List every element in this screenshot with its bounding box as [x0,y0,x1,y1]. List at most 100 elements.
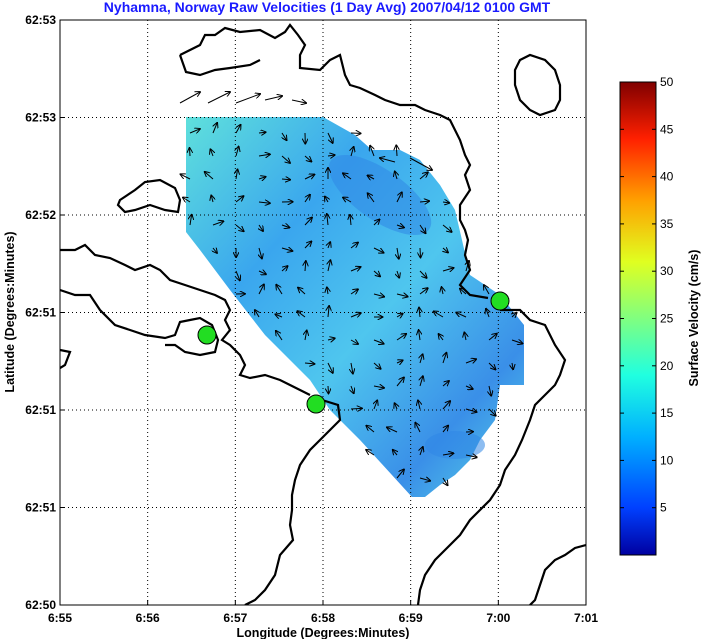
velocity-arrow [343,198,352,203]
velocity-arrow [419,173,428,180]
colorbar-tick-label: 40 [660,170,674,184]
velocity-arrow [366,450,375,456]
velocity-arrow [350,289,358,294]
velocity-arrow [235,94,260,104]
velocity-arrow [368,193,375,203]
velocity-arrow [189,129,200,133]
velocity-arrow [464,333,466,341]
velocity-arrow [297,311,306,318]
velocity-arrow [396,334,406,341]
velocity-arrow [460,289,467,295]
velocity-arrow [489,385,491,396]
velocity-arrow [328,385,329,393]
colorbar-label: Surface Velocity (cm/s) [687,250,701,387]
velocity-arrow [380,158,396,163]
velocity-arrow [328,306,329,318]
velocity-core-south [425,431,485,459]
velocity-arrow [179,92,200,104]
velocity-arrow [236,270,240,280]
velocity-arrow [373,270,380,276]
velocity-arrow [281,225,289,228]
velocity-arrow [258,285,264,295]
velocity-arrow [373,294,384,297]
colorbar [619,81,657,556]
colorbar-tick-label: 10 [660,453,674,467]
velocity-arrow [442,426,448,433]
x-tick-label: 6:56 [136,611,160,625]
velocity-arrow [396,145,397,157]
velocity-arrow [327,362,333,373]
colorbar-ticks: 5 10 15 20 25 30 35 40 45 50 [620,75,674,515]
velocity-arrow [183,198,191,203]
velocity-arrow [236,125,241,134]
velocity-arrow [304,175,314,180]
velocity-arrow [466,261,469,272]
velocity-arrow [276,285,283,295]
x-tick-label: 7:00 [486,611,510,625]
velocity-arrow [488,408,496,416]
velocity-arrow [328,242,330,249]
velocity-arrow [420,376,423,387]
colorbar-tick-label: 30 [660,264,674,278]
velocity-arrow [291,100,306,103]
coastline [60,23,586,605]
y-tick-label: 62:51 [25,306,56,320]
velocity-arrow [512,313,517,317]
x-tick-label: 6:58 [311,611,335,625]
velocity-arrow [281,266,288,271]
velocity-arrow [419,270,427,278]
velocity-arrow [304,155,311,162]
colorbar-tick-label: 5 [660,501,667,515]
velocity-arrow [181,174,191,180]
grid-lines [60,20,586,605]
velocity-arrow [366,426,375,433]
velocity-arrow [373,386,384,388]
velocity-arrow [465,386,473,389]
velocity-arrow [387,427,398,433]
velocity-arrow [205,172,214,180]
velocity-arrow [420,247,421,257]
velocity-arrow [281,248,292,251]
velocity-arrow [327,338,335,340]
x-axis-label: Longitude (Degrees:Minutes) [237,626,410,639]
velocity-arrow [373,340,384,344]
velocity-arrow [511,340,522,344]
velocity-arrow [327,288,328,295]
velocity-arrow [276,314,283,317]
velocity-arrow [512,362,513,369]
colorbar-tick-label: 20 [660,359,674,373]
velocity-arrow [409,157,432,170]
velocity-arrow [298,288,306,295]
velocity-arrow [304,242,311,249]
y-tick-label: 62:53 [25,13,56,27]
velocity-arrow [235,196,243,203]
velocity-arrow [373,362,381,369]
x-tick-label: 6:57 [223,611,247,625]
velocity-arrow [350,215,351,226]
velocity-arrow [434,312,444,318]
velocity-arrow [396,192,402,203]
velocity-arrow [465,409,477,412]
velocity-arrow [456,313,467,318]
colorbar-tick-label: 35 [660,217,674,231]
velocity-arrow [304,218,312,226]
velocity-arrow [258,177,266,179]
velocity-arrow [258,202,270,203]
velocity-arrow [484,285,490,295]
velocity-arrow [213,248,217,253]
velocity-arrow [304,195,310,203]
velocity-arrow [305,331,307,341]
velocity-arrow [281,155,290,163]
velocity-arrow [343,173,352,180]
velocity-arrow [212,221,223,225]
velocity-arrow [351,385,354,393]
station-marker [490,291,510,311]
velocity-arrow [442,453,453,455]
velocity-arrow [255,310,259,318]
velocity-arrow [304,363,314,364]
station-marker [197,325,217,345]
velocity-arrow [350,408,362,409]
velocity-arrow [350,267,361,271]
velocity-arrow [374,401,377,410]
velocity-arrow [207,92,230,104]
